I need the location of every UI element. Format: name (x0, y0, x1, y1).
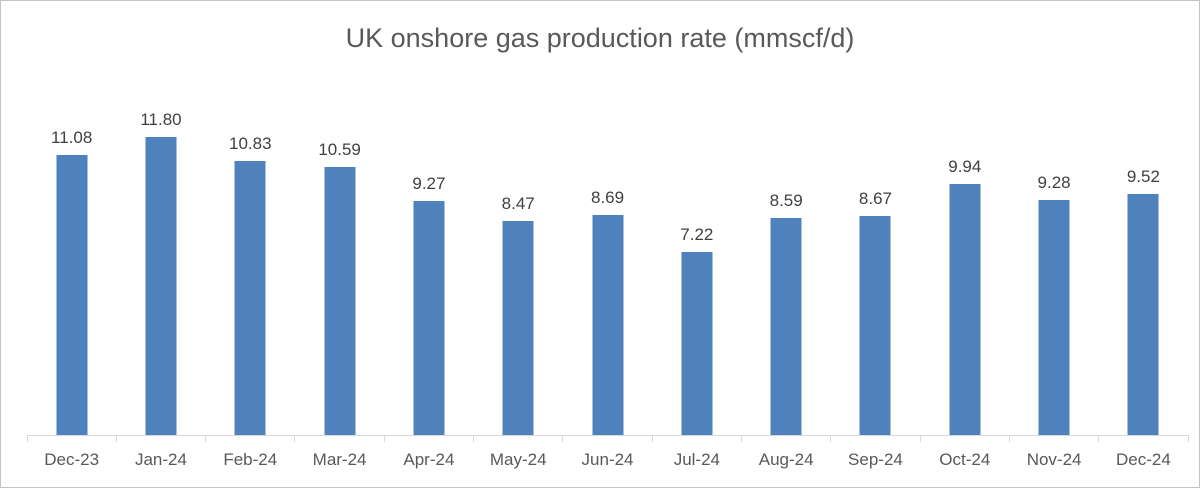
category-slot: 7.22 (652, 81, 741, 435)
axis-tick (473, 435, 475, 442)
axis-tick (919, 435, 921, 442)
x-axis-label-Mar-24: Mar-24 (312, 450, 367, 469)
category-slot: 8.47 (474, 81, 563, 435)
bar-Apr-24 (413, 201, 445, 435)
axis-tick (562, 435, 564, 442)
axis-tick (205, 435, 207, 442)
category-slot: 9.27 (384, 81, 473, 435)
value-label-Apr-24: 9.27 (412, 174, 446, 193)
axis-tick (115, 435, 117, 442)
x-axis-label-Jun-24: Jun-24 (581, 450, 634, 469)
bar-Jan-24 (145, 137, 177, 435)
chart-title: UK onshore gas production rate (mmscf/d) (345, 23, 855, 53)
category-slot: 10.59 (295, 81, 384, 435)
axis-tick (1008, 435, 1010, 442)
x-axis-label-May-24: May-24 (489, 450, 547, 469)
axis-tick (830, 435, 832, 442)
category-slot: 11.80 (116, 81, 205, 435)
x-axis-label-Nov-24: Nov-24 (1026, 450, 1082, 469)
axis-tick (383, 435, 385, 442)
category-slot: 10.83 (206, 81, 295, 435)
x-axis-label-Dec-23: Dec-23 (44, 450, 100, 469)
bar-Feb-24 (234, 161, 266, 435)
value-label-Dec-24: 9.52 (1126, 167, 1160, 186)
bar-Jun-24 (592, 215, 624, 435)
axis-tick (26, 435, 28, 442)
axis-tick (740, 435, 742, 442)
category-slot: 8.69 (563, 81, 652, 435)
axis-tick (1187, 435, 1189, 442)
value-label-Jul-24: 7.22 (680, 225, 714, 244)
x-axis-label-Aug-24: Aug-24 (758, 450, 814, 469)
x-axis-label-Sep-24: Sep-24 (848, 450, 903, 469)
category-slot: 9.94 (920, 81, 1009, 435)
x-axis-label-Oct-24: Oct-24 (939, 450, 991, 469)
x-axis-label-Feb-24: Feb-24 (223, 450, 278, 469)
bar-May-24 (502, 221, 534, 435)
bar-Mar-24 (324, 167, 356, 435)
category-slot: 8.59 (742, 81, 831, 435)
x-axis-label-Apr-24: Apr-24 (403, 450, 455, 469)
category-slot: 11.08 (27, 81, 116, 435)
axis-tick (1098, 435, 1100, 442)
category-slot: 9.28 (1009, 81, 1098, 435)
value-label-Dec-23: 11.08 (51, 128, 93, 147)
x-axis-labels: Dec-23 Jan-24 Feb-24 Mar-24 Apr-24 May-24 Jun-… (27, 444, 1188, 470)
bar-Sep-24 (859, 216, 891, 435)
value-label-Sep-24: 8.67 (858, 189, 893, 208)
axis-tick (651, 435, 653, 442)
plot-area: 11.08 11.80 10.83 10.59 9.27 8.47 8.69 7.22 8.59… (26, 81, 1189, 442)
bar-Jul-24 (681, 252, 713, 435)
bar-Aug-24 (770, 218, 802, 435)
bar-Dec-23 (56, 155, 88, 435)
axis-tick (294, 435, 296, 442)
bar-Nov-24 (1038, 200, 1070, 435)
bar-Oct-24 (949, 184, 981, 435)
bar-Dec-24 (1127, 194, 1159, 435)
value-label-Jan-24: 11.80 (140, 110, 182, 129)
category-slot: 8.67 (831, 81, 920, 435)
value-label-Aug-24: 8.59 (769, 191, 803, 210)
value-label-Oct-24: 9.94 (948, 157, 982, 176)
category-slot: 9.52 (1099, 81, 1188, 435)
x-axis-label-Dec-24: Dec-24 (1116, 450, 1171, 469)
value-label-Mar-24: 10.59 (318, 140, 361, 159)
x-axis-label-Jul-24: Jul-24 (673, 450, 720, 469)
value-label-Nov-24: 9.28 (1037, 173, 1071, 192)
x-axis-label-Jan-24: Jan-24 (134, 450, 187, 469)
value-label-May-24: 8.47 (501, 194, 535, 213)
value-label-Jun-24: 8.69 (590, 188, 625, 207)
value-label-Feb-24: 10.83 (229, 134, 272, 153)
